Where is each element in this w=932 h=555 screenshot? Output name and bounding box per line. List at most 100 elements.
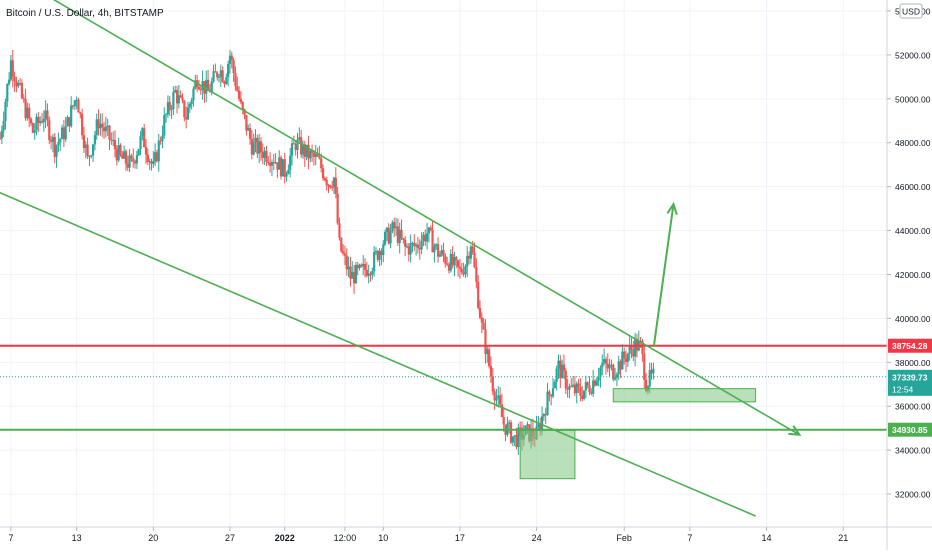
candle-down (168, 102, 171, 110)
x-tick-label: 12:00 (334, 533, 357, 543)
candle-down (473, 252, 476, 268)
candle-up (613, 377, 617, 380)
candle-up (553, 381, 556, 389)
candle-down (363, 263, 367, 270)
candle-up (137, 149, 140, 156)
horizontal-levels[interactable] (0, 344, 887, 431)
candle-down (265, 150, 268, 162)
candle-down (283, 159, 286, 177)
currency-badge[interactable]: USD (899, 3, 923, 19)
candle-down (236, 86, 239, 91)
candle-up (117, 145, 120, 161)
candle-down (150, 161, 153, 164)
candle-down (24, 98, 27, 119)
candle-down (71, 105, 75, 107)
candle-up (391, 222, 394, 232)
candle-down (261, 152, 264, 159)
candle-up (405, 246, 409, 248)
candle-up (652, 368, 655, 374)
candle-up (411, 242, 414, 244)
candle-up (91, 144, 95, 156)
y-tick-label: 40000.00 (895, 314, 931, 324)
candle-up (258, 141, 261, 154)
candle-down (130, 155, 133, 159)
candle-down (478, 307, 482, 318)
candle-up (39, 121, 42, 124)
candle-up (415, 244, 418, 247)
support-zone-large (519, 429, 576, 480)
candle-down (418, 247, 421, 250)
candle-up (148, 161, 151, 163)
candle-up (75, 99, 78, 101)
trendlines[interactable] (0, 0, 802, 517)
candle-up (192, 88, 195, 101)
candle-down (635, 338, 639, 351)
candle-down (376, 250, 379, 260)
candle-up (582, 390, 586, 399)
candle-down (108, 125, 111, 140)
candle-down (550, 394, 553, 397)
candle-up (84, 144, 87, 149)
candle-up (557, 360, 560, 369)
x-tick-label: 14 (762, 533, 772, 543)
candle-up (603, 359, 606, 363)
candle-down (179, 95, 182, 98)
x-tick-label: 7 (687, 533, 692, 543)
candle-up (73, 100, 76, 107)
candle-up (599, 367, 602, 378)
candle-up (385, 227, 389, 232)
trendline-2 (0, 191, 756, 517)
candle-down (269, 162, 272, 166)
x-tick-label: 10 (378, 533, 388, 543)
candle-up (517, 427, 520, 448)
candle-down (237, 90, 241, 99)
candle-down (303, 144, 306, 157)
candle-down (643, 353, 646, 380)
candle-up (389, 231, 392, 244)
candle-down (619, 361, 622, 370)
candle-down (457, 260, 460, 268)
candle-down (15, 81, 18, 87)
candle-up (112, 139, 115, 141)
candle-up (128, 155, 131, 168)
candle-up (172, 92, 175, 110)
candle-down (259, 141, 263, 153)
candle-down (488, 349, 491, 367)
zones (519, 388, 757, 480)
trendline-1 (52, 0, 800, 436)
candle-down (442, 250, 445, 257)
candle-up (289, 155, 292, 170)
candle-down (230, 55, 233, 61)
candle-down (632, 349, 635, 357)
candle-down (223, 82, 226, 84)
x-tick-label: 13 (72, 533, 82, 543)
candle-up (26, 107, 29, 119)
candle-down (31, 123, 34, 133)
candle-down (0, 138, 2, 140)
candle-down (345, 255, 348, 270)
candle-up (362, 263, 365, 267)
candle-up (409, 242, 412, 255)
candle-down (519, 427, 522, 429)
candle-up (617, 361, 620, 375)
candle-up (135, 155, 138, 164)
candle-up (157, 140, 160, 162)
candle-up (64, 126, 67, 140)
candle-down (312, 152, 316, 157)
candle-up (347, 266, 350, 270)
candle-up (174, 90, 177, 93)
candle-down (243, 109, 246, 115)
candle-down (82, 135, 86, 149)
candle-up (634, 338, 637, 357)
candle-down (352, 271, 356, 284)
candle-down (113, 139, 117, 150)
candle-down (338, 223, 341, 238)
candle-up (555, 368, 558, 382)
candle-up (526, 424, 529, 426)
candle-down (500, 404, 504, 418)
candle-up (104, 126, 107, 132)
candle-up (561, 364, 564, 379)
